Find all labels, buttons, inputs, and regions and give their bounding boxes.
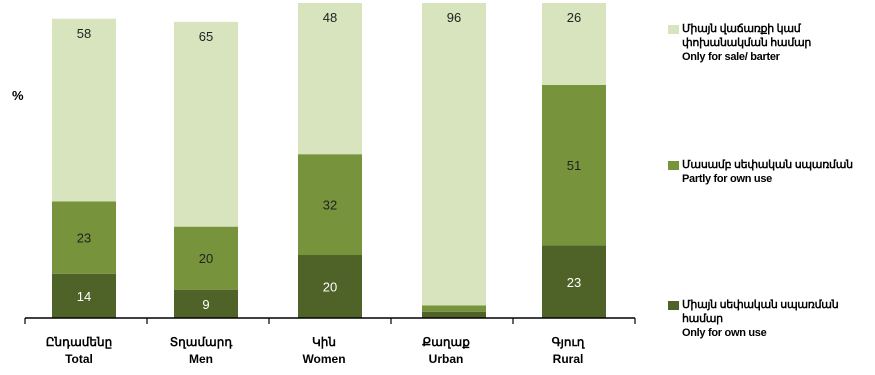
category-label-en: Rural: [552, 352, 584, 366]
legend-label-only-for-sale: Միայն վաճառքի կամ փոխանակման համար Only …: [682, 22, 873, 64]
category-label-women: Կին Women: [269, 334, 379, 368]
category-label-hy: Քաղաք: [422, 335, 470, 349]
legend-swatch-only-for-sale: [668, 25, 679, 34]
category-label-hy: Տղամարդ: [169, 335, 233, 349]
data-label-partly-for-own-use-total: 23: [77, 231, 91, 246]
bar-only-for-sale-men: [174, 21, 238, 227]
category-label-hy: Ընդամենը: [45, 335, 113, 349]
bar-partly-for-own-use-total: [52, 201, 116, 274]
legend-item-only-for-own-use: Միայն սեփական սպառման համար Only for own…: [668, 298, 873, 340]
bar-only-for-sale-urban: [422, 3, 486, 306]
data-label-only-for-sale-men: 65: [199, 29, 213, 44]
bar-only-for-sale-women: [298, 3, 362, 155]
bar-partly-for-own-use-women: [298, 154, 362, 255]
category-label-urban: Քաղաք Urban: [391, 334, 501, 368]
data-label-only-for-sale-rural: 26: [567, 10, 581, 25]
data-label-only-for-own-use-men: 9: [202, 297, 209, 312]
legend-label-en: Partly for own use: [682, 173, 772, 185]
legend-swatch-only-for-own-use: [668, 301, 679, 310]
legend-label-hy: Միայն սեփական սպառման համար: [682, 299, 839, 325]
legend-label-partly-for-own-use: Մասամբ սեփական սպառման Partly for own us…: [682, 158, 873, 186]
bar-only-for-own-use-urban: [422, 311, 486, 318]
legend-label-en: Only for own use: [682, 327, 767, 339]
legend-label-hy: Մասամբ սեփական սպառման: [682, 159, 853, 171]
category-label-en: Women: [302, 352, 346, 366]
data-label-only-for-sale-women: 48: [323, 10, 337, 25]
bar-partly-for-own-use-urban: [422, 305, 486, 312]
data-label-only-for-own-use-rural: 23: [567, 275, 581, 290]
bar-only-for-sale-total: [52, 18, 116, 202]
category-label-en: Total: [65, 352, 93, 366]
category-label-total: Ընդամենը Total: [24, 334, 134, 368]
data-label-only-for-own-use-women: 20: [323, 280, 337, 295]
data-label-partly-for-own-use-rural: 51: [567, 158, 581, 173]
bar-only-for-sale-rural: [542, 3, 606, 85]
category-label-hy: Գյուղ: [551, 335, 585, 349]
unit-label: %: [12, 88, 24, 103]
legend-swatch-partly-for-own-use: [668, 161, 679, 170]
legend-label-en: Only for sale/ barter: [682, 51, 780, 63]
data-label-only-for-sale-total: 58: [77, 26, 91, 41]
legend-item-only-for-sale: Միայն վաճառքի կամ փոխանակման համար Only …: [668, 22, 873, 64]
bar-only-for-own-use-total: [52, 273, 116, 318]
data-label-partly-for-own-use-men: 20: [199, 251, 213, 266]
bar-partly-for-own-use-men: [174, 226, 238, 290]
category-label-rural: Գյուղ Rural: [513, 334, 623, 368]
data-label-partly-for-own-use-women: 32: [323, 198, 337, 213]
legend-item-partly-for-own-use: Մասամբ սեփական սպառման Partly for own us…: [668, 158, 873, 186]
bar-only-for-own-use-men: [174, 289, 238, 318]
bar-partly-for-own-use-rural: [542, 84, 606, 246]
category-label-men: Տղամարդ Men: [146, 334, 256, 368]
category-label-hy: Կին: [312, 335, 336, 349]
legend-label-hy: Միայն վաճառքի կամ փոխանակման համար: [682, 23, 812, 49]
bar-only-for-own-use-rural: [542, 245, 606, 318]
category-label-en: Urban: [428, 352, 464, 366]
legend-label-only-for-own-use: Միայն սեփական սպառման համար Only for own…: [682, 298, 873, 340]
category-label-en: Men: [189, 352, 213, 366]
data-label-only-for-own-use-total: 14: [77, 289, 91, 304]
data-label-only-for-sale-urban: 96: [447, 10, 461, 25]
bar-only-for-own-use-women: [298, 255, 362, 318]
